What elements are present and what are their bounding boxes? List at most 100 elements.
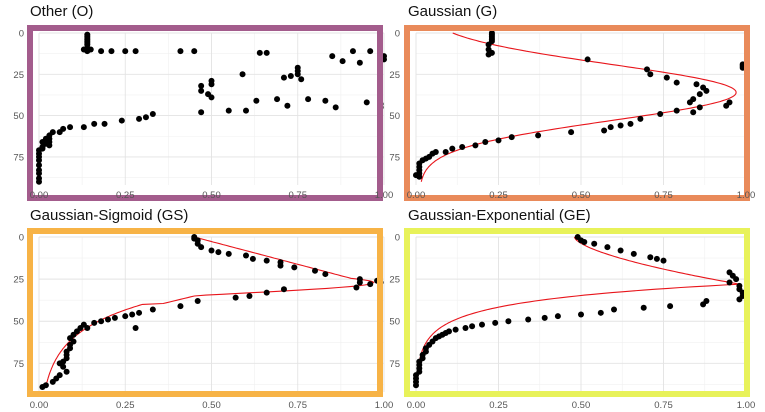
data-point [84,324,91,331]
data-point [667,303,674,310]
data-point [584,56,591,63]
y-tick-label: 75 [389,359,400,370]
y-tick-label: 75 [13,152,24,163]
data-point [339,58,346,65]
data-point [356,59,363,66]
x-tick-label: 0.00 [30,190,49,201]
x-tick-label: 0.00 [30,400,49,411]
data-point [256,49,263,56]
data-point [535,132,542,139]
data-point [663,74,670,81]
data-point [36,178,42,185]
data-point [36,162,42,169]
data-point [673,107,680,114]
x-tick-label: 0.25 [116,190,135,201]
y-tick-label: 25 [13,70,24,81]
panel-border [27,228,383,397]
data-point [508,134,515,141]
gridlines [38,236,385,392]
data-point [198,87,205,94]
data-point [700,301,707,308]
data-point [640,304,647,311]
x-tick-label: 0.50 [572,190,591,201]
x-tick-label: 0.75 [654,190,673,201]
data-point [111,314,118,321]
data-point [733,276,740,283]
data-point [653,255,660,262]
data-point [291,264,298,271]
data-point [280,74,287,81]
data-point [198,244,205,251]
data-point [284,102,291,109]
data-point [554,313,561,320]
data-point [49,378,56,385]
y-tick-label: 75 [13,359,24,370]
x-tick-label: 0.25 [116,400,135,411]
y-tick-label: 25 [13,275,24,286]
data-point [525,316,532,323]
data-point [84,48,91,55]
data-point [726,99,733,106]
data-point [578,311,584,318]
x-tick-label: 0.75 [654,400,673,411]
gridlines [415,236,747,392]
data-point [132,48,139,55]
data-point [129,311,136,318]
data-point [449,145,456,152]
data-point [591,240,598,247]
data-point [505,318,512,325]
x-tick-label: 0.75 [289,400,308,411]
data-point [239,71,246,78]
x-tick-label: 0.50 [572,400,591,411]
data-point [232,294,239,301]
x-tick-label: 0.25 [489,190,508,201]
data-point [198,109,205,116]
y-tick-label: 0 [395,233,400,244]
data-point [479,321,485,328]
data-point [696,104,703,111]
data-point [604,244,611,251]
data-point [581,239,588,246]
x-tick-label: 0.50 [202,190,221,201]
data-point [67,124,74,131]
data-point [363,99,370,106]
data-point [105,316,111,323]
data-point [696,91,703,98]
data-point [693,81,700,88]
data-point [98,48,105,55]
data-points [413,234,746,389]
panel-border [404,228,750,397]
data-point [630,250,637,257]
data-point [194,298,201,305]
data-point [617,122,624,129]
data-point [459,144,466,150]
data-point [617,247,624,254]
data-point [101,120,108,127]
data-point [601,127,608,134]
fitted-curve [45,236,375,388]
data-point [225,250,232,257]
data-point [312,267,318,274]
data-point [322,97,329,104]
data-point [322,271,329,278]
x-tick-label: 1.00 [737,190,756,201]
data-point [60,363,67,370]
y-tick-label: 50 [13,111,24,122]
panel-border [27,25,383,201]
data-point [63,368,70,375]
data-point [80,124,87,131]
data-point [225,107,232,114]
data-point [482,139,489,146]
data-point [36,170,42,177]
data-points [413,30,746,180]
data-point [472,142,479,149]
data-point [298,76,305,83]
fitted-curve [420,32,737,182]
x-tick-label: 1.00 [375,400,394,411]
panel-gaussian: Gaussian (G) 0.00 0.25 0.50 0.75 1.00 0 25 50 75 [389,3,755,201]
data-point [294,71,301,78]
data-point [177,48,184,55]
x-tick-label: 0.00 [407,190,426,201]
data-point [611,306,617,313]
